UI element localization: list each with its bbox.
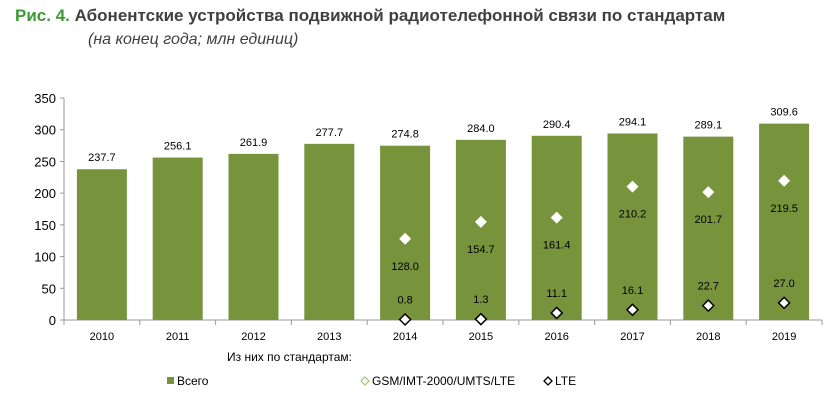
x-tick-label: 2012 — [241, 331, 265, 343]
bar-total — [683, 136, 734, 320]
y-tick-label: 250 — [34, 154, 56, 169]
data-label-lte: 0.8 — [397, 294, 412, 306]
marker-gsm — [474, 215, 487, 228]
x-tick-label: 2011 — [166, 331, 190, 343]
legend-marker-lte — [543, 376, 553, 386]
bar-total — [531, 135, 582, 320]
legend-label-lte: LTE — [555, 374, 576, 388]
data-label-total: 277.7 — [316, 127, 344, 139]
x-tick-label: 2017 — [620, 331, 644, 343]
marker-lte — [625, 303, 640, 317]
data-label-gsm: 161.4 — [543, 240, 571, 252]
data-label-total: 309.6 — [770, 107, 798, 119]
marker-lte — [474, 312, 488, 326]
title-text: Абонентские устройства подвижной радиоте… — [74, 6, 726, 25]
marker-lte — [701, 299, 715, 313]
data-label-total: 290.4 — [543, 119, 571, 131]
data-label-gsm: 201.7 — [695, 214, 723, 226]
y-tick-label: 100 — [34, 250, 56, 265]
data-label-lte: 27.0 — [773, 278, 794, 290]
data-label-lte: 16.1 — [622, 285, 643, 297]
bar-total — [759, 123, 810, 320]
data-label-gsm: 219.5 — [770, 203, 798, 215]
data-label-total: 274.8 — [391, 129, 419, 141]
data-label-total: 261.9 — [240, 137, 268, 149]
bar-total — [607, 133, 658, 320]
marker-gsm — [702, 186, 715, 199]
bar-total — [228, 153, 279, 320]
marker-lte — [398, 312, 412, 327]
legend-label-total: Всего — [177, 374, 209, 388]
bar-total — [455, 139, 506, 320]
figure-number: Рис. 4. — [15, 6, 70, 25]
data-label-lte: 1.3 — [473, 294, 488, 306]
legend-swatch-total — [167, 377, 174, 384]
legend-caption: Из них по стандартам: — [227, 350, 352, 364]
x-tick-label: 2014 — [393, 331, 417, 343]
data-label-total: 237.7 — [88, 152, 116, 164]
y-tick-label: 50 — [42, 281, 56, 296]
y-tick-label: 150 — [34, 218, 56, 233]
x-tick-label: 2013 — [317, 331, 341, 343]
bar-total — [304, 143, 355, 320]
legend-label-gsm: GSM/IMT-2000/UMTS/LTE — [372, 374, 515, 388]
data-label-lte: 22.7 — [698, 281, 719, 293]
data-label-total: 289.1 — [695, 120, 723, 132]
marker-lte — [550, 306, 564, 320]
marker-lte — [777, 296, 791, 310]
data-label-gsm: 210.2 — [619, 209, 647, 221]
x-tick-label: 2018 — [696, 331, 720, 343]
chart-subtitle: (на конец года; млн единиц) — [88, 31, 299, 48]
x-tick-label: 2016 — [544, 331, 568, 343]
data-label-gsm: 154.7 — [467, 244, 495, 256]
data-label-total: 284.0 — [467, 123, 495, 135]
y-tick-label: 300 — [34, 123, 56, 138]
marker-gsm — [778, 174, 791, 187]
legend-marker-gsm — [360, 376, 370, 386]
x-tick-label: 2015 — [469, 331, 493, 343]
bar-total — [152, 157, 203, 320]
marker-gsm — [550, 211, 563, 224]
data-label-lte: 11.1 — [546, 288, 567, 300]
x-tick-label: 2019 — [772, 331, 796, 343]
chart-title: Рис. 4. Абонентские устройства подвижной… — [15, 6, 725, 26]
y-tick-label: 0 — [49, 313, 56, 328]
x-tick-label: 2010 — [90, 331, 114, 343]
data-label-total: 294.1 — [619, 116, 647, 128]
y-tick-label: 200 — [34, 186, 56, 201]
marker-gsm — [626, 180, 639, 193]
bar-total — [76, 169, 127, 320]
data-label-total: 256.1 — [164, 141, 192, 153]
data-label-gsm: 128.0 — [391, 261, 419, 273]
marker-gsm — [399, 232, 412, 245]
y-tick-label: 350 — [34, 91, 56, 106]
